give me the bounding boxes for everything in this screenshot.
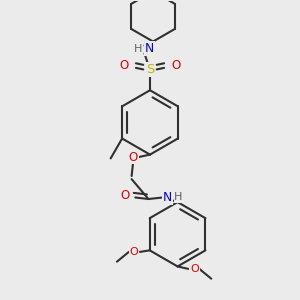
Text: H: H <box>174 193 183 202</box>
Text: O: O <box>128 151 138 164</box>
Text: O: O <box>171 59 180 72</box>
Text: O: O <box>121 188 130 202</box>
Text: N: N <box>145 42 154 55</box>
Text: O: O <box>129 247 138 257</box>
Text: H: H <box>134 44 142 54</box>
Text: S: S <box>146 63 154 76</box>
Text: O: O <box>120 59 129 72</box>
Text: O: O <box>190 264 199 274</box>
Text: N: N <box>163 191 172 204</box>
